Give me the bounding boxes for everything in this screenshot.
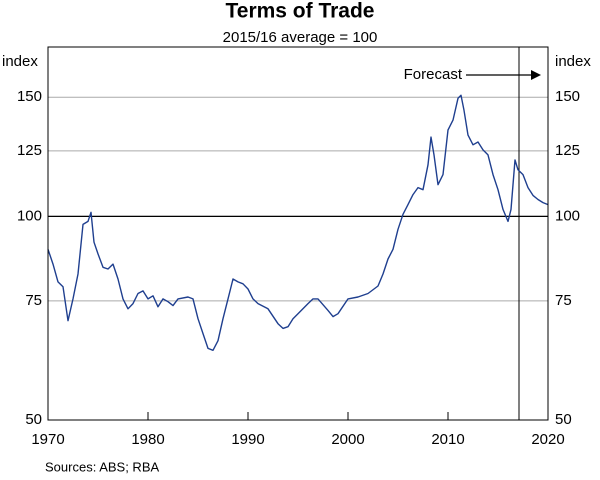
x-tick-label: 2020 [531, 431, 564, 448]
chart-title: Terms of Trade [226, 0, 375, 23]
y2-tick-label: 50 [555, 411, 572, 428]
y-tick-label: 150 [17, 88, 42, 105]
y-axis-label: index [2, 53, 38, 70]
y2-tick-label: 150 [555, 88, 580, 105]
y2-tick-label: 100 [555, 207, 580, 224]
y2-axis-label: index [555, 53, 591, 70]
y2-tick-label: 75 [555, 292, 572, 309]
source-note: Sources: ABS; RBA [45, 459, 159, 474]
plot-frame [47, 46, 549, 421]
x-tick-label: 2000 [331, 431, 364, 448]
data-line [47, 94, 549, 351]
x-tick-label: 1970 [31, 431, 64, 448]
x-tick-label: 2010 [431, 431, 464, 448]
y2-tick-label: 125 [555, 142, 580, 159]
chart-subtitle: 2015/16 average = 100 [223, 29, 378, 46]
y-tick-label: 125 [17, 142, 42, 159]
y-tick-label: 75 [25, 292, 42, 309]
y-tick-label: 100 [17, 207, 42, 224]
y-tick-label: 50 [25, 411, 42, 428]
annotation-arrowhead [531, 70, 541, 80]
x-tick-label: 1990 [231, 431, 264, 448]
x-tick-label: 1980 [131, 431, 164, 448]
annotation: Forecast [404, 66, 463, 83]
